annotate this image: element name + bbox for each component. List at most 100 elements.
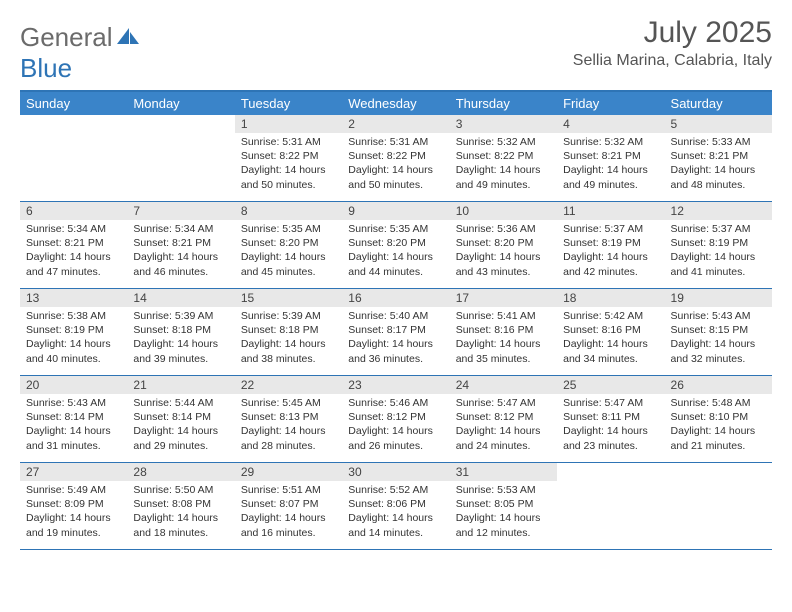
day-body: Sunrise: 5:49 AMSunset: 8:09 PMDaylight:…	[20, 481, 127, 544]
day-body: Sunrise: 5:33 AMSunset: 8:21 PMDaylight:…	[665, 133, 772, 196]
day-number: 23	[342, 376, 449, 394]
day-cell: 26Sunrise: 5:48 AMSunset: 8:10 PMDayligh…	[665, 376, 772, 462]
day-number: 10	[450, 202, 557, 220]
day-cell: 16Sunrise: 5:40 AMSunset: 8:17 PMDayligh…	[342, 289, 449, 375]
day-body: Sunrise: 5:32 AMSunset: 8:21 PMDaylight:…	[557, 133, 664, 196]
day-body: Sunrise: 5:44 AMSunset: 8:14 PMDaylight:…	[127, 394, 234, 457]
sunrise-text: Sunrise: 5:37 AM	[563, 222, 658, 236]
day-number: 22	[235, 376, 342, 394]
sunrise-text: Sunrise: 5:43 AM	[26, 396, 121, 410]
sunrise-text: Sunrise: 5:42 AM	[563, 309, 658, 323]
daylight-text: Daylight: 14 hours and 44 minutes.	[348, 250, 443, 278]
sunrise-text: Sunrise: 5:39 AM	[241, 309, 336, 323]
brand-part1: General	[20, 22, 113, 52]
sunrise-text: Sunrise: 5:48 AM	[671, 396, 766, 410]
day-number: 29	[235, 463, 342, 481]
sunset-text: Sunset: 8:08 PM	[133, 497, 228, 511]
day-body: Sunrise: 5:52 AMSunset: 8:06 PMDaylight:…	[342, 481, 449, 544]
day-cell: 27Sunrise: 5:49 AMSunset: 8:09 PMDayligh…	[20, 463, 127, 549]
sunset-text: Sunset: 8:18 PM	[241, 323, 336, 337]
day-body: Sunrise: 5:40 AMSunset: 8:17 PMDaylight:…	[342, 307, 449, 370]
sunrise-text: Sunrise: 5:47 AM	[456, 396, 551, 410]
day-body: Sunrise: 5:51 AMSunset: 8:07 PMDaylight:…	[235, 481, 342, 544]
weekday-header: Tuesday	[235, 92, 342, 115]
day-number: 3	[450, 115, 557, 133]
sunset-text: Sunset: 8:09 PM	[26, 497, 121, 511]
day-body: Sunrise: 5:35 AMSunset: 8:20 PMDaylight:…	[342, 220, 449, 283]
day-number: 27	[20, 463, 127, 481]
day-number: 26	[665, 376, 772, 394]
day-body: Sunrise: 5:53 AMSunset: 8:05 PMDaylight:…	[450, 481, 557, 544]
weekday-header: Sunday	[20, 92, 127, 115]
day-number: 30	[342, 463, 449, 481]
weeks-container: 1Sunrise: 5:31 AMSunset: 8:22 PMDaylight…	[20, 115, 772, 550]
day-body: Sunrise: 5:47 AMSunset: 8:11 PMDaylight:…	[557, 394, 664, 457]
daylight-text: Daylight: 14 hours and 16 minutes.	[241, 511, 336, 539]
daylight-text: Daylight: 14 hours and 41 minutes.	[671, 250, 766, 278]
daylight-text: Daylight: 14 hours and 19 minutes.	[26, 511, 121, 539]
day-number: 24	[450, 376, 557, 394]
day-number: 28	[127, 463, 234, 481]
day-number: 5	[665, 115, 772, 133]
day-body: Sunrise: 5:38 AMSunset: 8:19 PMDaylight:…	[20, 307, 127, 370]
day-cell: 30Sunrise: 5:52 AMSunset: 8:06 PMDayligh…	[342, 463, 449, 549]
sunrise-text: Sunrise: 5:35 AM	[348, 222, 443, 236]
sunset-text: Sunset: 8:20 PM	[241, 236, 336, 250]
day-cell: 29Sunrise: 5:51 AMSunset: 8:07 PMDayligh…	[235, 463, 342, 549]
day-body	[665, 481, 772, 487]
daylight-text: Daylight: 14 hours and 18 minutes.	[133, 511, 228, 539]
daylight-text: Daylight: 14 hours and 39 minutes.	[133, 337, 228, 365]
sunset-text: Sunset: 8:14 PM	[133, 410, 228, 424]
day-cell	[20, 115, 127, 201]
day-body: Sunrise: 5:43 AMSunset: 8:15 PMDaylight:…	[665, 307, 772, 370]
sunset-text: Sunset: 8:17 PM	[348, 323, 443, 337]
day-body: Sunrise: 5:31 AMSunset: 8:22 PMDaylight:…	[342, 133, 449, 196]
day-cell: 15Sunrise: 5:39 AMSunset: 8:18 PMDayligh…	[235, 289, 342, 375]
daylight-text: Daylight: 14 hours and 50 minutes.	[241, 163, 336, 191]
daylight-text: Daylight: 14 hours and 23 minutes.	[563, 424, 658, 452]
daylight-text: Daylight: 14 hours and 31 minutes.	[26, 424, 121, 452]
day-number: 15	[235, 289, 342, 307]
sunrise-text: Sunrise: 5:32 AM	[456, 135, 551, 149]
day-number: 19	[665, 289, 772, 307]
day-cell: 17Sunrise: 5:41 AMSunset: 8:16 PMDayligh…	[450, 289, 557, 375]
sunset-text: Sunset: 8:21 PM	[133, 236, 228, 250]
sunset-text: Sunset: 8:22 PM	[241, 149, 336, 163]
day-number: 9	[342, 202, 449, 220]
daylight-text: Daylight: 14 hours and 45 minutes.	[241, 250, 336, 278]
daylight-text: Daylight: 14 hours and 28 minutes.	[241, 424, 336, 452]
day-cell: 25Sunrise: 5:47 AMSunset: 8:11 PMDayligh…	[557, 376, 664, 462]
day-cell: 12Sunrise: 5:37 AMSunset: 8:19 PMDayligh…	[665, 202, 772, 288]
brand-text: GeneralBlue	[20, 22, 141, 84]
day-number: 1	[235, 115, 342, 133]
day-number: 13	[20, 289, 127, 307]
day-cell	[557, 463, 664, 549]
sunrise-text: Sunrise: 5:31 AM	[241, 135, 336, 149]
day-body: Sunrise: 5:46 AMSunset: 8:12 PMDaylight:…	[342, 394, 449, 457]
day-cell: 19Sunrise: 5:43 AMSunset: 8:15 PMDayligh…	[665, 289, 772, 375]
day-number: 8	[235, 202, 342, 220]
day-number	[557, 463, 664, 481]
day-body	[20, 133, 127, 139]
daylight-text: Daylight: 14 hours and 26 minutes.	[348, 424, 443, 452]
week-row: 6Sunrise: 5:34 AMSunset: 8:21 PMDaylight…	[20, 202, 772, 289]
day-number: 11	[557, 202, 664, 220]
day-number: 20	[20, 376, 127, 394]
day-body: Sunrise: 5:39 AMSunset: 8:18 PMDaylight:…	[127, 307, 234, 370]
day-body: Sunrise: 5:31 AMSunset: 8:22 PMDaylight:…	[235, 133, 342, 196]
week-row: 27Sunrise: 5:49 AMSunset: 8:09 PMDayligh…	[20, 463, 772, 550]
day-cell: 18Sunrise: 5:42 AMSunset: 8:16 PMDayligh…	[557, 289, 664, 375]
day-cell: 14Sunrise: 5:39 AMSunset: 8:18 PMDayligh…	[127, 289, 234, 375]
sunrise-text: Sunrise: 5:38 AM	[26, 309, 121, 323]
daylight-text: Daylight: 14 hours and 36 minutes.	[348, 337, 443, 365]
sunrise-text: Sunrise: 5:31 AM	[348, 135, 443, 149]
sunrise-text: Sunrise: 5:40 AM	[348, 309, 443, 323]
sunrise-text: Sunrise: 5:47 AM	[563, 396, 658, 410]
day-body: Sunrise: 5:42 AMSunset: 8:16 PMDaylight:…	[557, 307, 664, 370]
day-cell	[665, 463, 772, 549]
daylight-text: Daylight: 14 hours and 42 minutes.	[563, 250, 658, 278]
sunrise-text: Sunrise: 5:52 AM	[348, 483, 443, 497]
title-block: July 2025 Sellia Marina, Calabria, Italy	[573, 16, 772, 70]
sunset-text: Sunset: 8:22 PM	[348, 149, 443, 163]
sunrise-text: Sunrise: 5:33 AM	[671, 135, 766, 149]
